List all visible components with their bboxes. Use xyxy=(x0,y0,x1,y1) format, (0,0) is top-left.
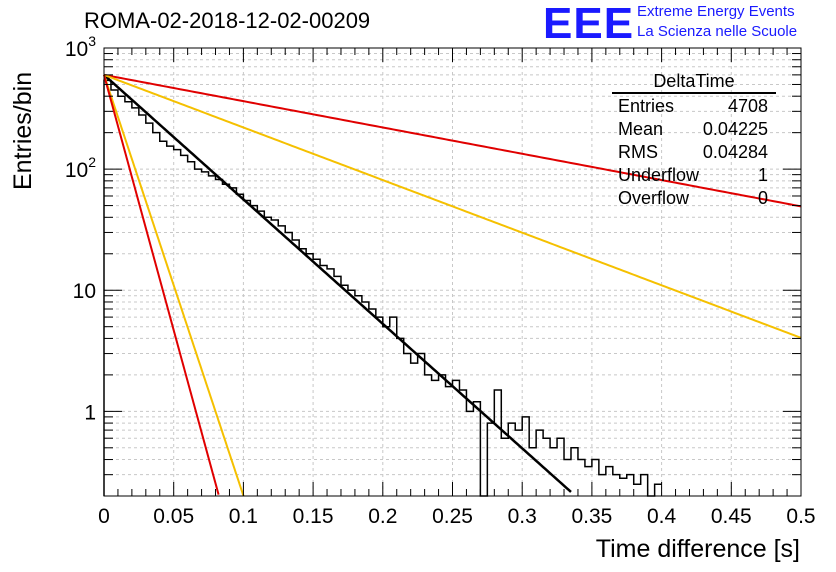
stats-label: Entries xyxy=(618,96,675,116)
x-tick-label: 0.45 xyxy=(711,505,752,528)
reference-curve xyxy=(103,73,802,208)
y-tick-label: 10 xyxy=(73,280,96,303)
x-tick-label: 0.05 xyxy=(153,505,194,528)
stats-separator xyxy=(612,92,776,94)
stats-label: Underflow xyxy=(618,165,700,185)
tick-labels: 0 0.05 0.1 0.15 0.2 0.25 0.3 0.35 0.4 0.45 0.51101… xyxy=(65,33,816,528)
x-tick-label: 0.3 xyxy=(508,505,537,528)
stats-value: 0 xyxy=(757,188,768,208)
x-tick-label: 0.5 xyxy=(786,505,815,528)
x-tick-label: 0.1 xyxy=(229,505,258,528)
histogram-outline xyxy=(103,79,662,497)
ticks xyxy=(103,47,802,497)
y-axis-label: Entries/bin xyxy=(9,71,37,190)
x-tick-label: 0.35 xyxy=(571,505,612,528)
x-tick-label: 0.4 xyxy=(647,505,677,528)
x-tick-label: 0.15 xyxy=(293,505,334,528)
logo-line-2: La Scienza nelle Scuole xyxy=(637,23,798,40)
fit-curve xyxy=(103,73,572,493)
y-tick-label: 102 xyxy=(65,154,96,182)
x-tick-label: 0 xyxy=(98,505,110,528)
reference-curve xyxy=(103,74,220,495)
y-tick-label: 1 xyxy=(84,401,96,424)
histogram xyxy=(103,79,662,497)
reference-curve xyxy=(103,73,802,339)
y-tick-label: 103 xyxy=(65,33,96,61)
curves xyxy=(103,73,802,497)
stats-label: RMS xyxy=(618,142,658,162)
stats-value: 0.04284 xyxy=(702,142,768,162)
stats-row: Entries 4708 xyxy=(612,95,776,118)
stats-value: 0.04225 xyxy=(702,119,768,139)
run-title: ROMA-02-2018-12-02-00209 xyxy=(84,8,371,33)
x-tick-label: 0.25 xyxy=(432,505,473,528)
grid xyxy=(104,48,801,497)
stats-value: 4708 xyxy=(727,96,768,116)
stats-row: Mean 0.04225 xyxy=(612,118,776,141)
stats-row: Underflow 1 xyxy=(612,164,776,187)
stats-row: Overflow 0 xyxy=(612,187,776,210)
stats-value: 1 xyxy=(757,165,768,185)
stats-row: RMS 0.04284 xyxy=(612,141,776,164)
stats-label: Mean xyxy=(618,119,664,139)
x-axis-label: Time difference [s] xyxy=(595,535,800,563)
logo-line-1: Extreme Energy Events xyxy=(637,3,795,20)
stats-box: DeltaTime Entries 4708 Mean 0.04225 RMS … xyxy=(612,70,776,210)
reference-curve xyxy=(103,74,245,497)
stats-label: Overflow xyxy=(618,188,690,208)
stats-title: DeltaTime xyxy=(653,71,735,91)
x-tick-label: 0.2 xyxy=(368,505,397,528)
eee-logo: EEE xyxy=(543,0,635,48)
